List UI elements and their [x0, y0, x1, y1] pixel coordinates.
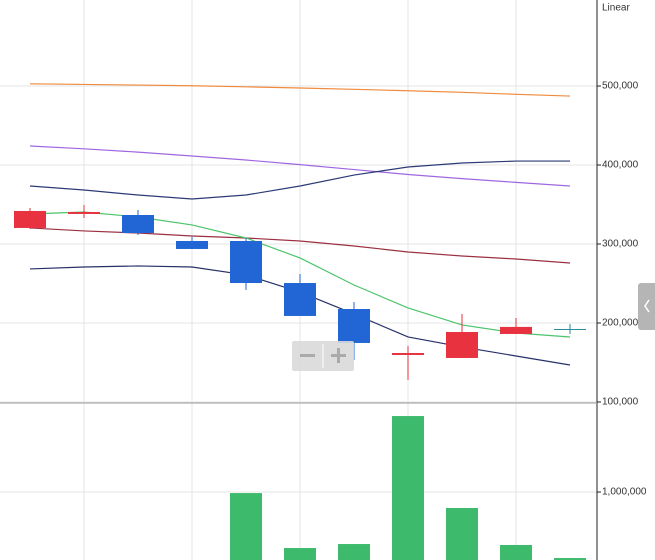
candle-body [176, 240, 208, 249]
volume-bar [284, 548, 316, 560]
y-tick-label: 500,000 [602, 81, 639, 92]
volume-bar [446, 508, 478, 560]
candle-body [284, 283, 316, 316]
candle-body [230, 240, 262, 284]
candle-body [338, 309, 370, 343]
volume-bar [554, 558, 586, 560]
scale-label[interactable]: Linear [602, 3, 630, 14]
volume-bar [230, 493, 262, 560]
y-tick-label: 100,000 [602, 397, 639, 408]
side-tab[interactable] [638, 283, 655, 330]
candle-body [500, 326, 532, 334]
indicator-line [29, 160, 570, 200]
y-tick-label: 1,000,000 [602, 487, 647, 498]
chevron [644, 299, 650, 313]
volume-bar [392, 416, 424, 560]
indicator-line [29, 83, 571, 97]
zoom-control [292, 341, 354, 371]
zoom-in-stem [337, 348, 340, 363]
side-tab-bg[interactable] [638, 283, 655, 330]
candle-body [554, 328, 586, 330]
volume-bar [338, 544, 370, 560]
plot-area [0, 0, 597, 560]
zoom-out[interactable] [300, 354, 315, 357]
candle-body [14, 210, 46, 228]
candle-body [392, 353, 424, 355]
candle-body [122, 215, 154, 234]
volume-bar [500, 544, 532, 560]
indicator-line [29, 145, 571, 187]
y-tick-label: 300,000 [602, 239, 639, 250]
indicator-line [29, 211, 571, 338]
indicator-line [29, 227, 571, 264]
candle-body [446, 331, 478, 358]
candle-body [68, 212, 100, 214]
y-tick-label: 200,000 [602, 318, 639, 329]
y-tick-label: 400,000 [602, 160, 639, 171]
